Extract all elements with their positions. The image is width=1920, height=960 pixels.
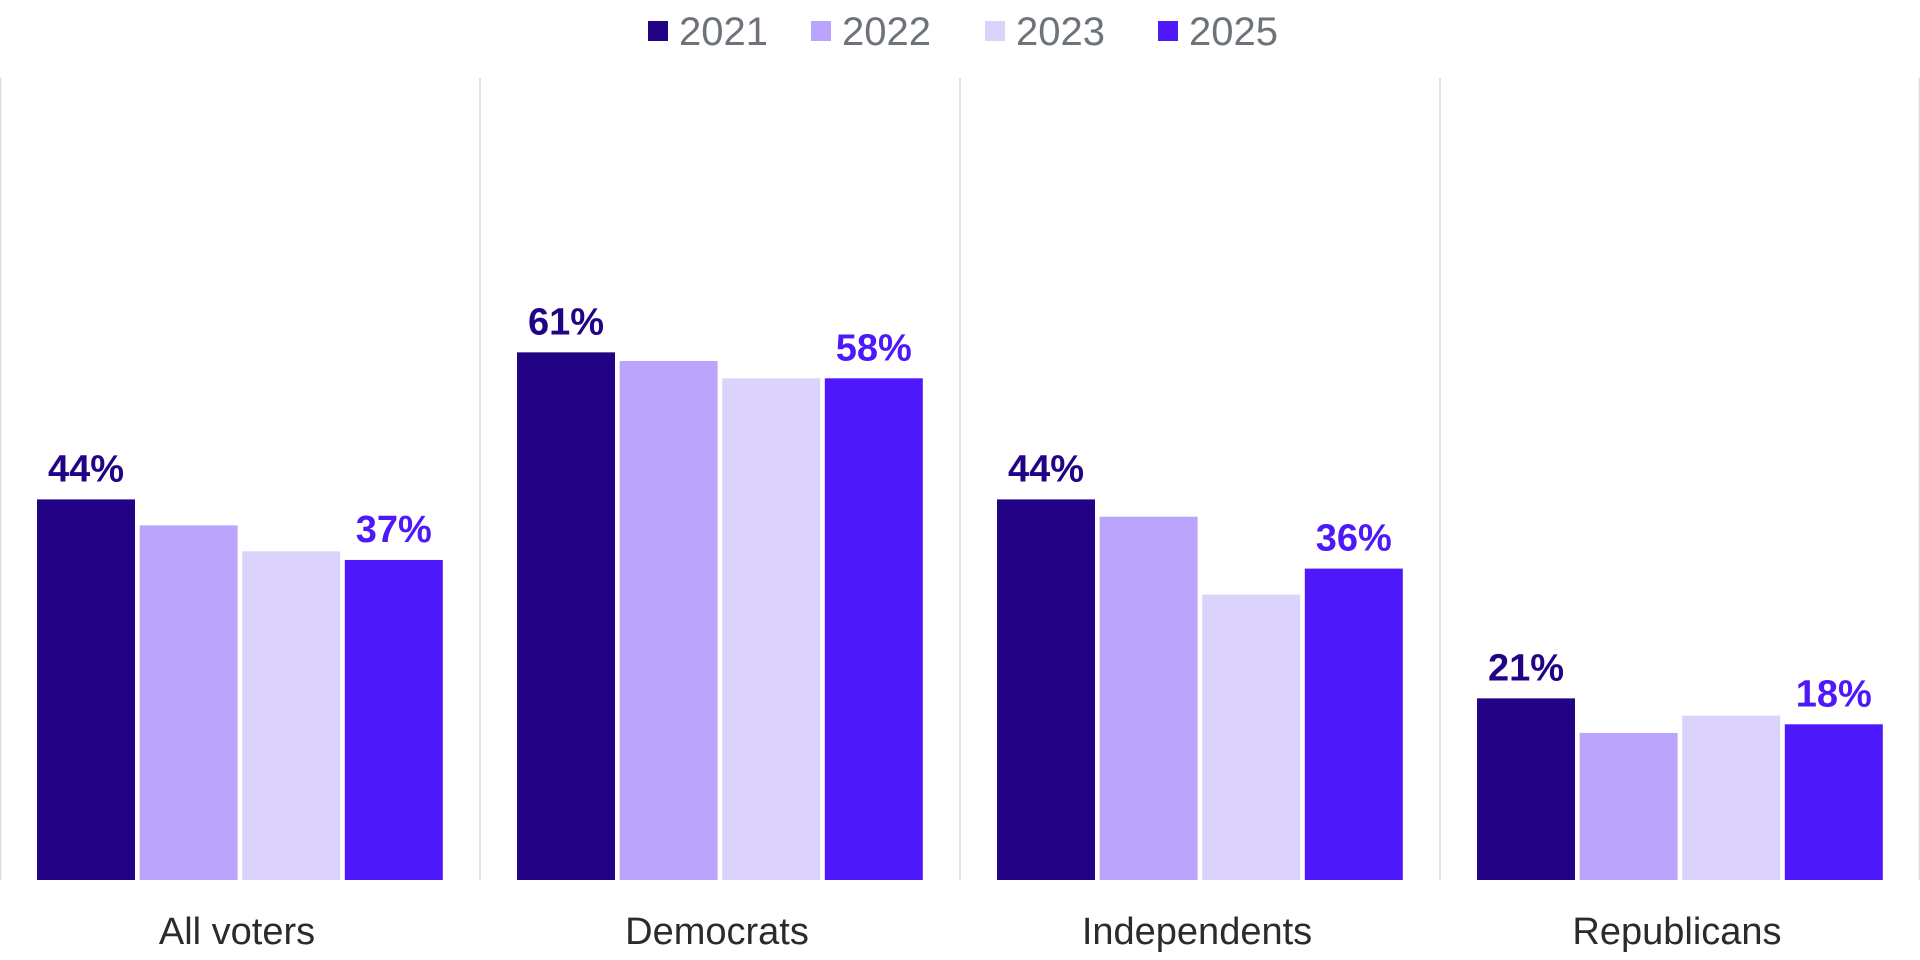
bar-2021-all-voters xyxy=(37,499,135,880)
legend-item-2023: 2023 xyxy=(985,10,1105,54)
data-label: 61% xyxy=(528,301,604,343)
legend-label: 2025 xyxy=(1189,10,1278,54)
bar-2021-democrats xyxy=(517,352,615,881)
data-label: 44% xyxy=(1008,448,1084,490)
bar-2025-all-voters xyxy=(344,559,443,880)
legend: 2021 2022 2023 2025 xyxy=(648,10,1278,54)
bar-2022-all-voters xyxy=(139,525,238,880)
bar-2025-independents xyxy=(1304,568,1403,880)
bar-2023-independents xyxy=(1202,594,1301,880)
data-label: 18% xyxy=(1796,673,1872,715)
data-labels: 44% 37% 61% 58% 44% 36% 21% 18% xyxy=(48,301,1872,715)
data-label: 44% xyxy=(48,448,124,490)
legend-swatch xyxy=(985,21,1005,41)
bar-2023-republicans xyxy=(1682,715,1781,880)
category-label: Republicans xyxy=(1572,911,1781,953)
legend-label: 2022 xyxy=(842,10,931,54)
category-label: Independents xyxy=(1082,911,1312,953)
legend-swatch xyxy=(811,21,831,41)
legend-swatch xyxy=(648,21,668,41)
bar-2022-independents xyxy=(1099,516,1198,880)
legend-item-2025: 2025 xyxy=(1158,10,1278,54)
bar-2025-democrats xyxy=(824,378,923,880)
bar-2022-democrats xyxy=(619,361,718,880)
category-label: All voters xyxy=(159,911,315,953)
bar-2022-republicans xyxy=(1579,732,1678,880)
category-label: Democrats xyxy=(625,911,809,953)
data-label: 21% xyxy=(1488,647,1564,689)
bar-2023-all-voters xyxy=(242,551,341,880)
data-label: 37% xyxy=(356,509,432,551)
bar-2021-independents xyxy=(997,499,1095,880)
data-label: 58% xyxy=(836,327,912,369)
bar-2021-republicans xyxy=(1477,698,1575,880)
bar-2023-democrats xyxy=(722,378,821,880)
category-labels: All voters Democrats Independents Republica… xyxy=(159,911,1782,953)
legend-label: 2023 xyxy=(1016,10,1105,54)
bar-2025-republicans xyxy=(1784,724,1883,880)
data-label: 36% xyxy=(1316,518,1392,560)
legend-swatch xyxy=(1158,21,1178,41)
bars xyxy=(37,352,1883,881)
legend-item-2022: 2022 xyxy=(811,10,931,54)
legend-label: 2021 xyxy=(679,10,768,54)
legend-item-2021: 2021 xyxy=(648,10,768,54)
